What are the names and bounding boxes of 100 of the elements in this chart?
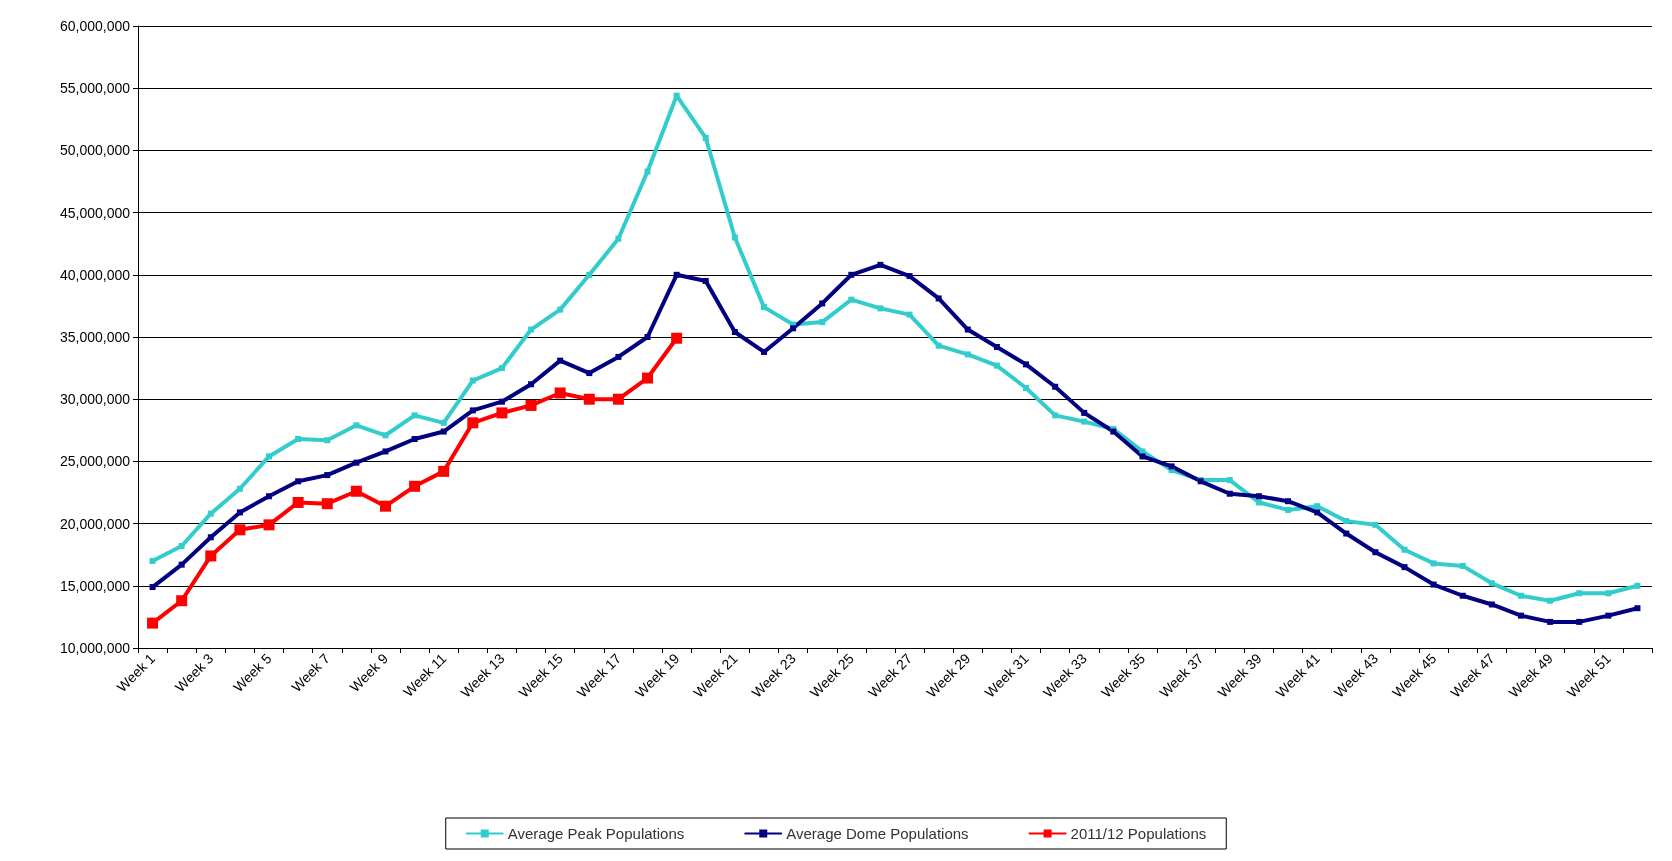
point [149,557,156,564]
y-tick-label: 45,000,000 [59,204,131,221]
point [644,168,651,175]
point [379,500,391,512]
point [673,271,680,278]
legend-label: 2011/12 Populations [1070,825,1207,842]
point [176,595,188,607]
point [1401,564,1408,571]
point [498,365,505,372]
point [438,465,450,477]
point [440,428,447,435]
legend-label: Average Dome Populations [786,825,969,842]
point [644,334,651,340]
point [528,381,535,388]
point [1139,453,1146,460]
point [411,436,418,443]
point [1343,530,1350,537]
point [1605,590,1612,597]
point [673,92,680,99]
point [324,437,331,444]
point [1023,361,1030,368]
point [528,326,535,333]
point [295,436,302,443]
point [1081,409,1088,416]
point [1547,597,1554,604]
point [702,134,709,141]
point [557,306,564,313]
point [760,304,767,311]
point [1255,499,1262,506]
point [350,485,362,497]
point [1226,477,1233,484]
y-tick-label: 25,000,000 [59,453,131,470]
point [586,271,593,278]
point [848,296,855,303]
point [382,432,389,439]
point [612,393,624,405]
point [1517,592,1524,599]
y-tick-label: 35,000,000 [59,329,131,345]
point [1488,580,1495,587]
point [1576,618,1583,625]
point [1168,463,1175,470]
point [324,472,331,479]
point [1052,383,1059,390]
point [615,235,622,242]
legend-label: Average Peak Populations [507,825,685,842]
point [353,459,360,466]
point [877,261,884,268]
point [848,271,855,278]
y-tick-label: 10,000,000 [59,640,131,656]
point [266,453,273,460]
point [964,326,971,333]
point [731,329,738,336]
point [467,417,479,429]
point [178,561,185,568]
point [411,412,418,419]
point [178,542,185,549]
point [1285,498,1292,505]
point [236,509,243,516]
point [207,510,214,517]
y-tick-label: 15,000,000 [59,577,131,594]
point [1634,605,1641,612]
point [266,493,273,500]
point [1634,582,1641,589]
point [207,534,214,541]
point [1459,592,1466,599]
point [819,300,826,307]
point [147,617,159,629]
point [353,422,360,429]
point [1052,412,1059,419]
point [295,478,302,485]
point [1372,549,1379,556]
point [790,325,797,332]
point [554,387,566,399]
point [906,311,913,318]
point [263,519,275,531]
point [586,370,593,377]
point [583,393,595,405]
y-tick-label: 40,000,000 [59,266,131,283]
point [731,234,738,241]
point [234,524,246,536]
point [321,498,333,510]
point [1314,503,1321,510]
point [1547,618,1554,625]
point [1255,493,1262,500]
point [906,273,913,280]
point [1459,562,1466,569]
point [1343,518,1350,525]
point [993,362,1000,369]
y-tick-label: 50,000,000 [59,142,131,159]
y-tick-label: 20,000,000 [59,515,131,532]
point [1081,418,1088,425]
point [382,448,389,455]
point [1488,601,1495,608]
point [292,496,304,508]
point [557,357,564,364]
point [993,343,1000,350]
point [496,407,508,419]
point [1430,581,1437,588]
y-tick-label: 30,000,000 [59,391,131,408]
point [1285,506,1292,513]
